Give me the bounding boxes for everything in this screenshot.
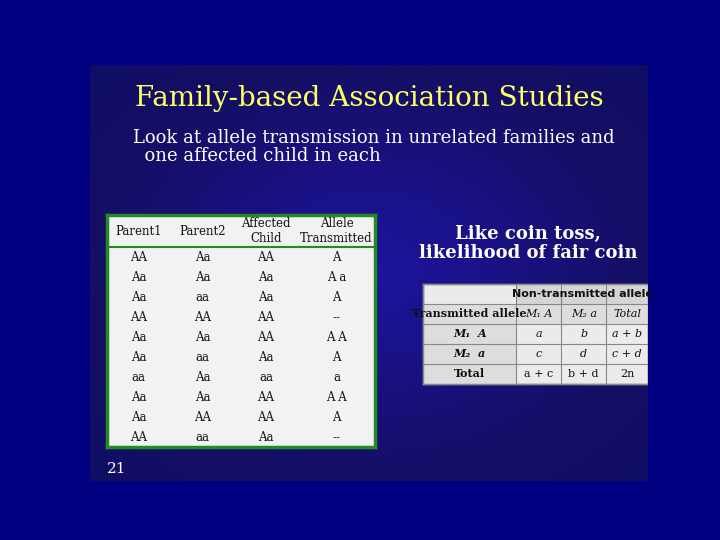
- Text: likelihood of fair coin: likelihood of fair coin: [418, 244, 637, 262]
- Text: Total: Total: [613, 308, 641, 319]
- Text: AA: AA: [194, 311, 211, 324]
- Text: A: A: [332, 251, 341, 264]
- Text: Aa: Aa: [131, 331, 147, 344]
- Text: a + b: a + b: [612, 328, 642, 339]
- Text: Family-based Association Studies: Family-based Association Studies: [135, 85, 603, 112]
- Text: a + c: a + c: [524, 369, 554, 379]
- Text: AA: AA: [130, 431, 148, 444]
- Text: one affected child in each: one affected child in each: [132, 147, 380, 165]
- Text: A: A: [332, 351, 341, 364]
- Text: Aa: Aa: [194, 331, 210, 344]
- Bar: [423, 363, 516, 383]
- Text: b: b: [580, 328, 588, 339]
- Text: Aa: Aa: [194, 371, 210, 384]
- Text: Aa: Aa: [258, 291, 274, 304]
- Text: A: A: [332, 291, 341, 304]
- Text: aa: aa: [259, 371, 273, 384]
- Text: AA: AA: [258, 251, 274, 264]
- Text: A A: A A: [326, 391, 347, 404]
- Text: Aa: Aa: [131, 411, 147, 424]
- Text: Parent2: Parent2: [179, 225, 225, 238]
- Bar: [423, 284, 648, 383]
- Text: M₁ A: M₁ A: [525, 308, 552, 319]
- Text: M₁  A: M₁ A: [453, 328, 487, 339]
- Text: Parent1: Parent1: [116, 225, 162, 238]
- Text: AA: AA: [194, 411, 211, 424]
- Text: aa: aa: [132, 371, 146, 384]
- Text: Look at allele transmission in unrelated families and: Look at allele transmission in unrelated…: [132, 129, 614, 147]
- Text: Non-transmitted allele: Non-transmitted allele: [512, 289, 652, 299]
- Text: AA: AA: [130, 251, 148, 264]
- Text: aa: aa: [195, 351, 210, 364]
- Text: Aa: Aa: [131, 391, 147, 404]
- Text: c + d: c + d: [612, 348, 642, 359]
- Bar: [107, 215, 375, 448]
- Text: AA: AA: [258, 391, 274, 404]
- Text: AA: AA: [258, 331, 274, 344]
- Text: A a: A a: [327, 271, 346, 284]
- Text: Aa: Aa: [131, 291, 147, 304]
- Text: d: d: [580, 348, 588, 359]
- Text: Aa: Aa: [131, 351, 147, 364]
- Text: 2n: 2n: [620, 369, 634, 379]
- Text: Allele
Transmitted: Allele Transmitted: [300, 217, 373, 245]
- Bar: [423, 343, 516, 363]
- Text: AA: AA: [258, 411, 274, 424]
- Text: A: A: [332, 411, 341, 424]
- Text: aa: aa: [195, 431, 210, 444]
- Text: aa: aa: [195, 291, 210, 304]
- Text: --: --: [333, 431, 341, 444]
- Text: Like coin toss,: Like coin toss,: [455, 225, 600, 243]
- Text: Affected
Child: Affected Child: [241, 217, 291, 245]
- Text: a: a: [536, 328, 542, 339]
- Bar: [423, 303, 648, 323]
- Text: Aa: Aa: [131, 271, 147, 284]
- Text: A A: A A: [326, 331, 347, 344]
- Text: a: a: [333, 371, 340, 384]
- Text: c: c: [536, 348, 542, 359]
- Text: AA: AA: [258, 311, 274, 324]
- Text: Aa: Aa: [258, 431, 274, 444]
- Text: Aa: Aa: [194, 271, 210, 284]
- Text: b + d: b + d: [568, 369, 599, 379]
- Text: Aa: Aa: [194, 391, 210, 404]
- Text: 21: 21: [107, 462, 127, 476]
- Text: AA: AA: [130, 311, 148, 324]
- Text: Total: Total: [454, 368, 485, 379]
- Text: --: --: [333, 311, 341, 324]
- Bar: [423, 323, 516, 343]
- Text: Aa: Aa: [258, 351, 274, 364]
- Text: Aa: Aa: [258, 271, 274, 284]
- Text: Aa: Aa: [194, 251, 210, 264]
- Text: Transmitted allele: Transmitted allele: [413, 308, 527, 319]
- Bar: [516, 284, 648, 303]
- Text: M₂ a: M₂ a: [571, 308, 597, 319]
- Text: M₂  a: M₂ a: [454, 348, 486, 359]
